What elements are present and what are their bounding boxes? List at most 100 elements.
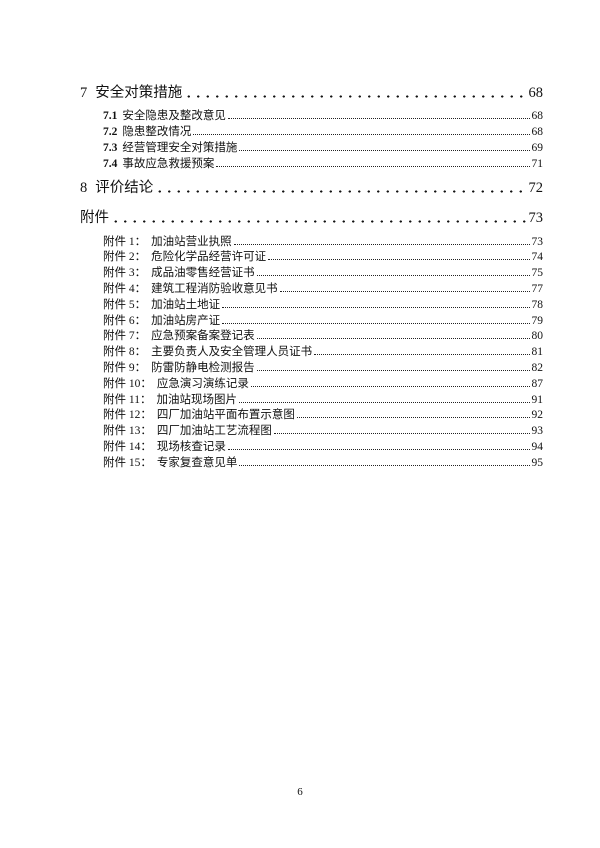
leader-dots (227, 448, 530, 450)
entry-number: 附件 14： (103, 440, 152, 453)
toc-entry[interactable]: 附件 2： 危险化学品经营许可证 74 (103, 248, 543, 263)
toc-entry[interactable]: 附件 9： 防雷防静电检测报告 82 (103, 359, 543, 374)
leader-dots (227, 117, 530, 119)
toc-entry[interactable]: 附件 6： 加油站房产证 79 (103, 312, 543, 327)
leader-dots (279, 290, 530, 292)
section-number: 8 (80, 180, 88, 196)
page-ref: 68 (528, 85, 544, 101)
entry-title: 加油站房产证 (151, 314, 221, 327)
section-title: 评价结论 (95, 180, 154, 196)
page-ref: 77 (531, 282, 544, 295)
page-ref: 87 (531, 377, 544, 390)
toc-entry[interactable]: 附件 4： 建筑工程消防验收意见书 77 (103, 280, 543, 295)
page-ref: 69 (531, 142, 544, 154)
page-ref: 75 (531, 267, 544, 280)
entry-title: 建筑工程消防验收意见书 (151, 282, 278, 295)
leader-dots (250, 385, 530, 387)
page-ref: 68 (531, 126, 544, 138)
toc-entry[interactable]: 附件 8： 主要负责人及安全管理人员证书 81 (103, 343, 543, 358)
page-ref: 78 (531, 298, 544, 311)
section-number: 7 (80, 85, 88, 101)
entry-number: 附件 1： (103, 235, 147, 248)
entry-number: 附件 13： (103, 425, 152, 438)
leader-dots (111, 220, 527, 223)
page-ref: 92 (531, 409, 544, 422)
entry-title: 四厂加油站平面布置示意图 (156, 409, 295, 422)
entry-title: 专家复查意见单 (156, 456, 238, 469)
entry-number: 附件 4： (103, 282, 147, 295)
entry-number: 附件 11： (103, 393, 152, 406)
entry-title: 成品油零售经营证书 (151, 267, 255, 280)
leader-dots (222, 322, 530, 324)
leader-dots (216, 165, 530, 167)
entry-title: 危险化学品经营许可证 (151, 251, 267, 264)
entry-title: 隐患整改情况 (122, 126, 192, 138)
entry-number: 附件 8： (103, 346, 147, 359)
leader-dots (155, 190, 527, 193)
page-ref: 82 (531, 361, 544, 374)
toc-entry[interactable]: 7.2 隐患整改情况 68 (103, 123, 543, 138)
entry-title: 应急预案备案登记表 (151, 330, 255, 343)
entry-number: 附件 5： (103, 298, 147, 311)
entry-title: 加油站营业执照 (151, 235, 232, 248)
toc-entry[interactable]: 附件 15： 专家复查意见单 95 (103, 454, 543, 469)
leader-dots (256, 369, 530, 371)
toc-entry[interactable]: 附件 13： 四厂加油站工艺流程图 93 (103, 422, 543, 437)
entry-number: 7.4 (103, 158, 118, 170)
toc-entry[interactable]: 附件 14： 现场核查记录 94 (103, 438, 543, 453)
page-ref: 94 (531, 440, 544, 453)
page-ref: 81 (531, 346, 544, 359)
page-ref: 93 (531, 425, 544, 438)
entry-number: 附件 10： (103, 377, 152, 390)
entry-title: 经营管理安全对策措施 (122, 142, 238, 154)
toc-entry[interactable]: 附件 3： 成品油零售经营证书 75 (103, 264, 543, 279)
toc-entry[interactable]: 附件 7： 应急预案备案登记表 80 (103, 327, 543, 342)
toc-entry[interactable]: 7.1 安全隐患及整改意见 68 (103, 107, 543, 122)
toc-entry[interactable]: 7.4 事故应急救援预案 71 (103, 155, 543, 170)
entry-title: 现场核查记录 (156, 440, 226, 453)
entry-number: 7.2 (103, 126, 118, 138)
leader-dots (268, 258, 530, 261)
leader-dots (296, 416, 530, 419)
page-ref: 71 (531, 158, 544, 170)
page-ref: 74 (531, 251, 544, 264)
entry-title: 主要负责人及安全管理人员证书 (151, 346, 313, 359)
entry-title: 事故应急救援预案 (122, 158, 215, 170)
leader-dots (222, 306, 530, 308)
toc-entry[interactable]: 7.3 经营管理安全对策措施 69 (103, 139, 543, 154)
page-ref: 72 (528, 180, 544, 196)
toc-entry[interactable]: 附件 1： 加油站营业执照 73 (103, 233, 543, 248)
toc-entry[interactable]: 附件 11： 加油站现场图片 91 (103, 391, 543, 406)
toc-entry-section-7[interactable]: 7 安全对策措施 68 (80, 81, 543, 101)
leader-dots (256, 337, 530, 340)
leader-dots (193, 133, 530, 135)
entry-number: 7.1 (103, 110, 118, 122)
page-ref: 95 (531, 456, 544, 469)
entry-title: 防雷防静电检测报告 (151, 361, 255, 374)
toc-entry[interactable]: 附件 10： 应急演习演练记录 87 (103, 375, 543, 390)
section-title: 附件 (80, 210, 109, 226)
entry-title: 应急演习演练记录 (156, 377, 249, 390)
entry-number: 附件 7： (103, 330, 147, 343)
section-title: 安全对策措施 (95, 85, 183, 101)
leader-dots (184, 95, 527, 98)
leader-dots (256, 274, 530, 277)
entry-number: 附件 12： (103, 409, 152, 422)
toc-entry-appendix[interactable]: 附件 73 (80, 206, 543, 226)
page-ref: 73 (531, 235, 544, 248)
page-ref: 79 (531, 314, 544, 327)
page-ref: 91 (531, 393, 544, 406)
toc-entry[interactable]: 附件 5： 加油站土地证 78 (103, 296, 543, 311)
entry-title: 四厂加油站工艺流程图 (156, 425, 272, 438)
page-ref: 73 (528, 210, 544, 226)
leader-dots (238, 401, 530, 403)
leader-dots (314, 353, 530, 356)
page-ref: 68 (531, 110, 544, 122)
entry-number: 附件 2： (103, 251, 147, 264)
leader-dots (239, 464, 530, 466)
entry-number: 附件 9： (103, 361, 147, 374)
toc-entry[interactable]: 附件 12： 四厂加油站平面布置示意图 92 (103, 406, 543, 421)
entry-number: 附件 3： (103, 267, 147, 280)
toc-entry-section-8[interactable]: 8 评价结论 72 (80, 176, 543, 196)
entry-title: 加油站现场图片 (156, 393, 237, 406)
